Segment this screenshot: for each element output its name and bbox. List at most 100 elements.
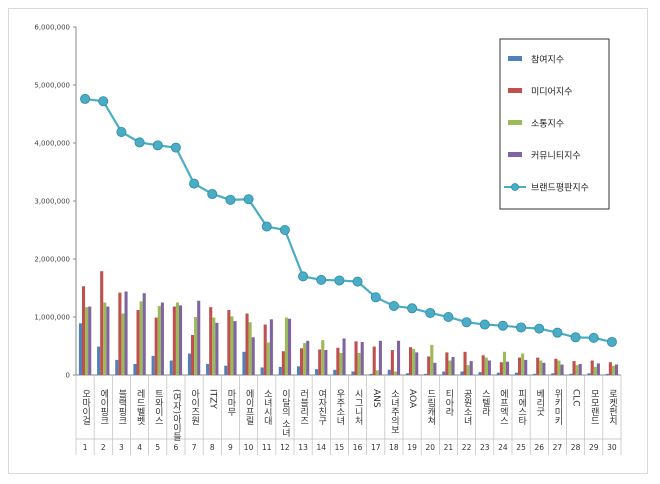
bar (190, 334, 195, 375)
line-point (388, 300, 399, 311)
bar (463, 351, 467, 375)
category-number: 10 (244, 443, 254, 452)
category-label: 베리굿 (534, 389, 544, 417)
bar (233, 321, 237, 375)
bar (197, 300, 201, 375)
bar (321, 340, 325, 375)
bar (569, 373, 573, 375)
bar (608, 362, 612, 375)
line-point (334, 275, 345, 286)
category-label: 시그니처 (353, 389, 363, 426)
bar (448, 360, 452, 375)
bar (481, 355, 485, 375)
bar (263, 324, 267, 375)
category-number: 30 (607, 443, 617, 452)
category-label: 우주소녀 (334, 389, 344, 426)
legend-swatch (508, 120, 522, 125)
category-number: 20 (425, 443, 435, 452)
bar (336, 347, 340, 375)
bar (278, 366, 282, 375)
line-point (588, 332, 599, 343)
bar (266, 342, 270, 375)
bar (139, 301, 143, 375)
bar (424, 373, 428, 375)
bar (288, 318, 292, 375)
bar (151, 355, 155, 375)
category-label: 위키미키 (552, 389, 562, 426)
line-point (134, 137, 145, 148)
category-number: 9 (228, 443, 233, 452)
line-point (425, 307, 436, 318)
category-number: 27 (553, 443, 563, 452)
legend-label: 커뮤니티지수 (531, 151, 581, 162)
bar (442, 371, 446, 375)
bar (81, 286, 86, 375)
category-label: 마마무 (225, 389, 235, 417)
category-number: 6 (174, 443, 179, 452)
y-tick-label: 0 (66, 372, 70, 380)
category-number: 18 (389, 443, 399, 452)
line-point (570, 332, 581, 343)
bar (342, 338, 346, 375)
category-label: 에이핑크 (98, 389, 108, 425)
bar (284, 317, 289, 375)
category-label: 레드벨벳 (135, 389, 145, 426)
bar (357, 352, 361, 375)
bar (499, 362, 503, 375)
bar (194, 317, 198, 375)
line-point (98, 96, 109, 107)
bar (299, 348, 304, 375)
category-number: 3 (119, 443, 124, 452)
category-number: 11 (262, 443, 272, 452)
bar (339, 352, 343, 375)
y-tick-label: 6,000,000 (34, 24, 70, 32)
y-tick-label: 1,000,000 (34, 314, 70, 322)
category-label: 스텔라 (480, 389, 490, 417)
bar (115, 359, 119, 375)
bar (372, 346, 376, 375)
bar (517, 357, 522, 375)
category-label: CLC (571, 389, 581, 407)
bar (97, 346, 101, 375)
bar (593, 366, 597, 375)
category-number: 21 (444, 443, 454, 452)
bar (378, 340, 382, 375)
category-number: 13 (298, 443, 308, 452)
legend-label: 미디어지수 (531, 87, 572, 98)
bar (230, 316, 234, 375)
bar (484, 357, 488, 375)
bar (506, 361, 510, 375)
line-point (443, 311, 454, 322)
bar (496, 372, 500, 375)
line-point (243, 194, 254, 205)
bar (605, 373, 609, 375)
legend-label: 브랜드평판지수 (531, 183, 589, 194)
line-point (279, 224, 290, 235)
category-label: AOA (407, 389, 417, 409)
category-number: 22 (462, 443, 472, 452)
category-label: 소녀주의보 (389, 389, 399, 434)
category-number: 7 (192, 443, 197, 452)
bar (524, 359, 528, 375)
line-point (116, 126, 127, 137)
line-point (516, 322, 527, 333)
bar (390, 350, 394, 375)
bar (78, 323, 82, 375)
line-point (534, 323, 545, 334)
bar (172, 306, 176, 375)
category-number: 8 (210, 443, 215, 452)
category-number: 23 (480, 443, 490, 452)
category-label: 러블리즈 (298, 389, 308, 425)
category-label: 피에스타 (516, 389, 526, 426)
bar (360, 341, 364, 375)
bar (542, 362, 546, 375)
bar (433, 362, 437, 375)
bar (121, 313, 125, 375)
bar (88, 306, 92, 375)
bar (85, 307, 89, 375)
category-number: 5 (155, 443, 160, 452)
line-point (352, 276, 363, 287)
category-label: 여자친구 (316, 388, 326, 426)
bar (578, 363, 582, 375)
bar (209, 307, 213, 375)
